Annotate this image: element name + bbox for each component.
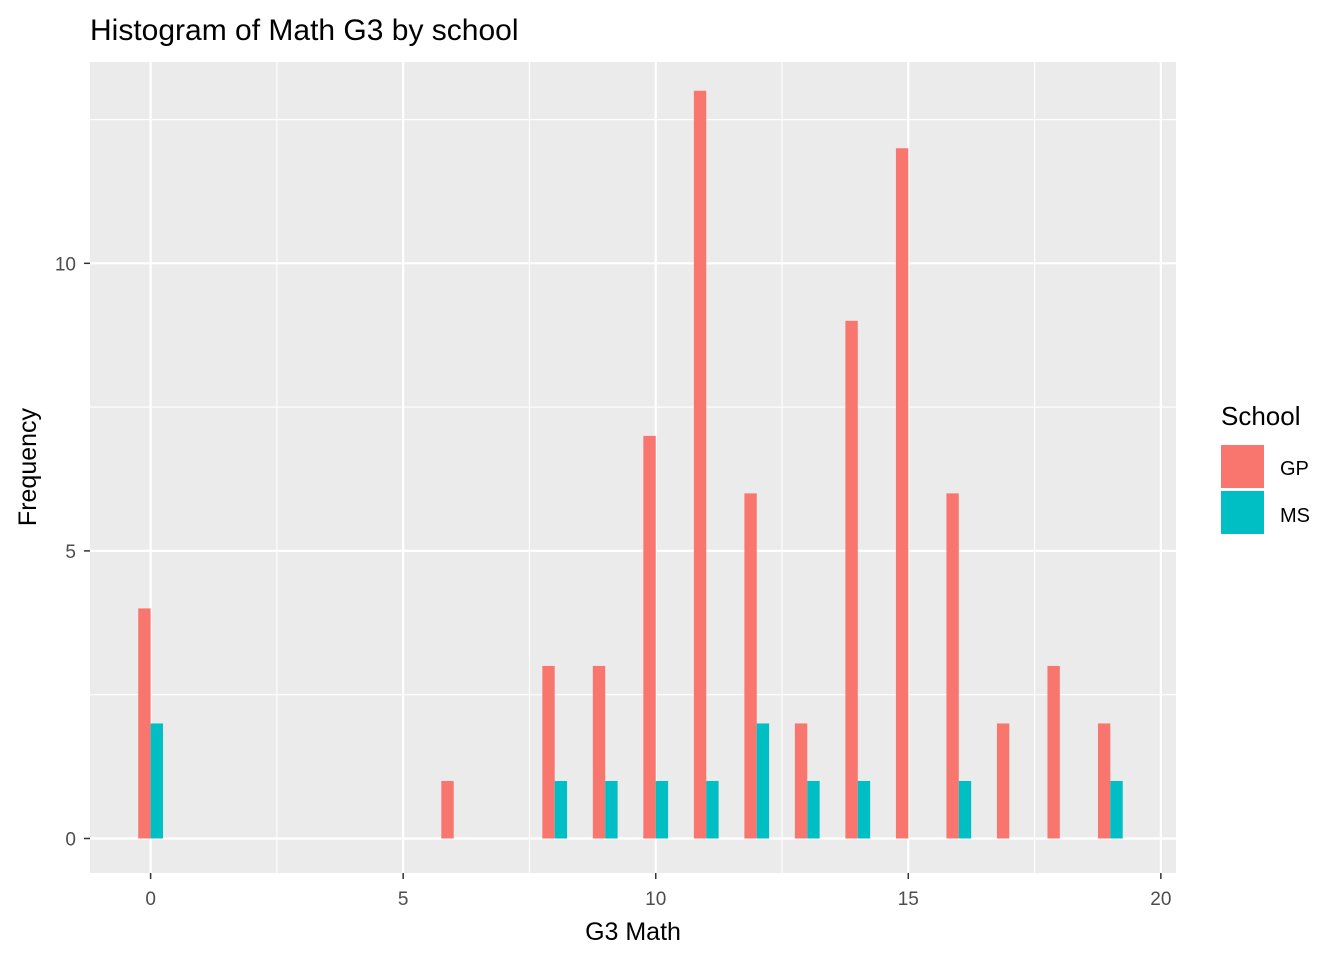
legend-label-ms: MS [1280,505,1310,527]
bar-gp-17 [996,723,1010,839]
bar-ms-8 [554,780,568,839]
legend-key-ms [1221,491,1264,534]
x-tick-label: 20 [1150,889,1171,910]
bar-gp-8 [542,665,555,839]
bar-gp-15 [895,148,909,839]
bar-gp-9 [592,665,606,839]
bar-ms-12 [756,723,770,839]
bar-gp-16 [946,493,959,839]
legend: School GP MS [1221,401,1310,534]
bar-gp-14 [845,320,858,839]
axes: 0 5 10 15 20 0 5 10 [55,254,1172,910]
bars [138,90,1123,839]
y-tick-label: 10 [55,254,76,275]
bar-gp-6 [441,780,454,839]
legend-key-gp [1221,445,1264,488]
bar-ms-13 [807,780,820,839]
bar-ms-10 [655,780,669,839]
legend-title: School [1221,401,1301,431]
bar-ms-0 [150,723,163,839]
bar-ms-19 [1110,780,1123,839]
y-tick-label: 0 [65,829,76,850]
y-tick-label: 5 [65,542,76,563]
bar-gp-11 [693,90,707,839]
x-tick-label: 10 [645,889,666,910]
legend-label-gp: GP [1280,458,1309,480]
x-tick-label: 0 [145,889,156,910]
bar-ms-11 [706,780,719,839]
bar-gp-10 [643,435,656,839]
y-axis-label: Frequency [14,407,42,526]
bar-gp-18 [1047,665,1060,839]
x-tick-label: 5 [398,889,409,910]
chart-title: Histogram of Math G3 by school [90,14,519,47]
bar-gp-12 [744,493,757,839]
bar-ms-14 [857,780,871,839]
plot-panel [90,62,1176,873]
bar-gp-0 [138,608,151,839]
x-tick-label: 15 [898,889,919,910]
x-axis-label: G3 Math [585,918,681,946]
bar-gp-13 [794,723,808,839]
bar-ms-9 [605,780,618,839]
bar-ms-16 [958,780,972,839]
bar-gp-19 [1097,723,1111,839]
